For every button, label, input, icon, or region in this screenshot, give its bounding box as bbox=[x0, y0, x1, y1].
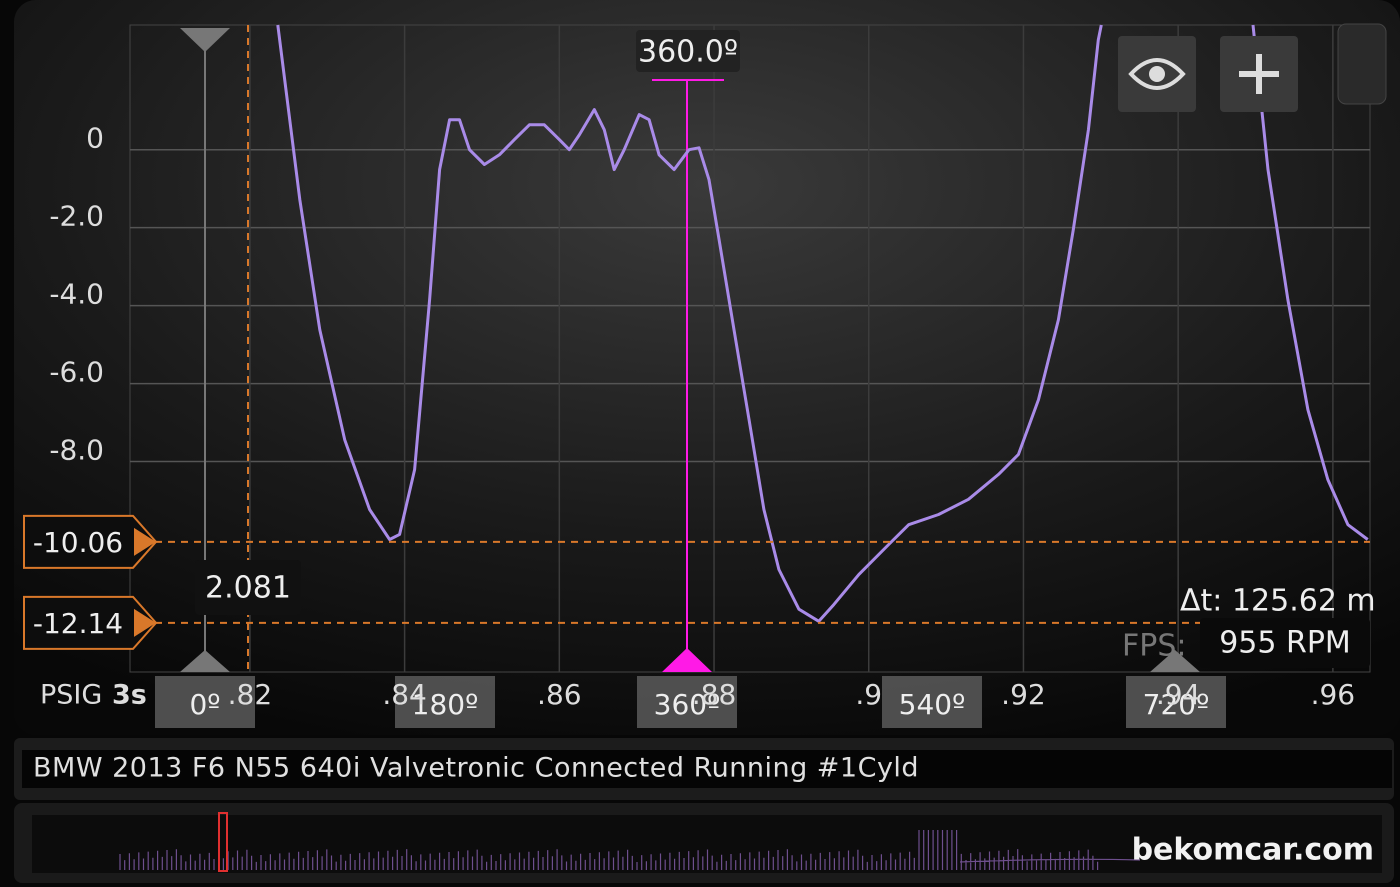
grid bbox=[130, 25, 1370, 672]
x-tick-label: .94 bbox=[1156, 678, 1201, 711]
x-tick-label: .82 bbox=[228, 678, 273, 711]
marker-handle[interactable] bbox=[180, 650, 230, 672]
trace-title: BMW 2013 F6 N55 640i Valvetronic Connect… bbox=[33, 753, 919, 784]
fps-label: FPS: bbox=[1122, 629, 1187, 664]
cursor-arrow bbox=[134, 608, 156, 637]
plus-icon bbox=[1239, 54, 1279, 94]
rpm-box bbox=[1200, 618, 1370, 668]
cursor-label: -10.06 bbox=[33, 526, 123, 559]
angle-box bbox=[636, 30, 740, 72]
x-tick-label: .96 bbox=[1311, 678, 1356, 711]
side-handle[interactable] bbox=[1337, 23, 1387, 105]
y-tick-label: -4.0 bbox=[49, 278, 104, 311]
degree-box bbox=[882, 676, 982, 728]
overview-wave bbox=[119, 830, 1141, 870]
marker-handle[interactable] bbox=[1150, 650, 1200, 672]
degree-box bbox=[1126, 676, 1226, 728]
eye-pupil bbox=[1149, 66, 1165, 82]
plot-border bbox=[129, 24, 1371, 673]
angle-cursor-handle[interactable] bbox=[662, 648, 712, 672]
angle-label: 360.0º bbox=[638, 35, 738, 70]
degree-label: 180º bbox=[412, 688, 479, 721]
plot bbox=[155, 24, 1370, 672]
overview-window[interactable] bbox=[218, 812, 228, 872]
degree-label: 720º bbox=[1143, 688, 1210, 721]
readout-box bbox=[195, 560, 301, 615]
degree-label: 360º bbox=[654, 688, 721, 721]
degree-label: 540º bbox=[899, 688, 966, 721]
y-tick-label: -2.0 bbox=[49, 200, 104, 233]
x-tick-label: .9 bbox=[855, 678, 882, 711]
x-tick-label: .86 bbox=[537, 678, 582, 711]
watermark: bekomcar.com bbox=[1132, 833, 1374, 868]
x-tick-label: .88 bbox=[692, 678, 737, 711]
scope-panel bbox=[14, 0, 1400, 735]
y-tick-label: 0 bbox=[86, 122, 104, 155]
x-tick-label: .92 bbox=[1001, 678, 1046, 711]
delta-t: Δt: 125.62 m bbox=[1180, 584, 1376, 619]
degree-box bbox=[395, 676, 495, 728]
y-tick-label: -6.0 bbox=[49, 356, 104, 389]
readout: 2.081 bbox=[205, 571, 291, 606]
x-unit: 3s bbox=[112, 680, 147, 711]
degree-markers: 0º 180º 360º 540º 720º bbox=[155, 676, 1226, 728]
marker-handle[interactable] bbox=[180, 28, 230, 52]
degree-box bbox=[155, 676, 255, 728]
rpm: 955 RPM bbox=[1219, 626, 1351, 661]
cursor-label: -12.14 bbox=[33, 607, 123, 640]
title-field bbox=[22, 750, 1392, 788]
eye-icon bbox=[1128, 58, 1186, 90]
y-tick-label: -8.0 bbox=[49, 434, 104, 467]
cursor-tab bbox=[23, 595, 158, 650]
x-tick-label: .84 bbox=[382, 678, 427, 711]
trace bbox=[276, 24, 1369, 623]
cursor-tab bbox=[23, 514, 158, 569]
degree-box bbox=[637, 676, 737, 728]
degree-label: 0º bbox=[189, 688, 220, 721]
cursor-arrow bbox=[134, 527, 156, 556]
overview-trace bbox=[119, 830, 1141, 870]
y-unit: PSIG bbox=[40, 680, 102, 711]
